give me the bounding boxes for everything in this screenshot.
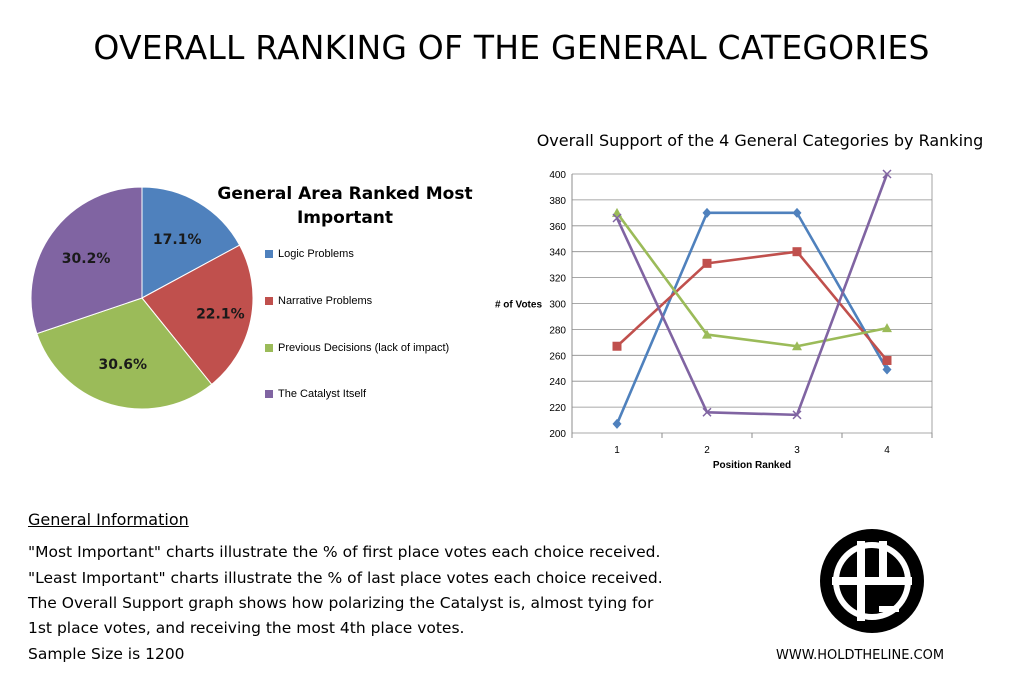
x-tick-label: 3 xyxy=(794,445,800,456)
data-point xyxy=(612,213,622,223)
y-tick-label: 260 xyxy=(549,351,566,362)
hold-the-line-logo-icon xyxy=(820,529,924,633)
legend-swatch xyxy=(265,250,273,259)
data-point xyxy=(702,407,712,417)
data-point xyxy=(882,364,892,375)
series-line xyxy=(615,212,888,348)
info-line-2: "Least Important" charts illustrate the … xyxy=(28,569,663,587)
pie-slice xyxy=(141,244,254,386)
info-heading: General Information xyxy=(28,510,189,529)
line-chart-title: Overall Support of the 4 General Categor… xyxy=(536,131,984,150)
data-point xyxy=(702,207,712,218)
pie-data-label: 30.2% xyxy=(62,251,111,267)
info-line-4: 1st place votes, and receiving the most … xyxy=(28,619,465,637)
data-point xyxy=(702,258,712,268)
y-tick-label: 320 xyxy=(549,274,566,285)
data-point xyxy=(882,169,892,179)
legend-label: Previous Decisions (lack of impact) xyxy=(278,342,450,355)
data-point xyxy=(612,418,622,429)
data-point xyxy=(792,247,802,257)
y-tick-label: 300 xyxy=(549,300,566,311)
y-tick-label: 240 xyxy=(549,377,566,388)
y-tick-label: 400 xyxy=(549,170,566,181)
series-line xyxy=(616,250,889,362)
x-tick-label: 1 xyxy=(614,445,620,456)
data-point xyxy=(792,341,802,351)
y-tick-label: 200 xyxy=(549,429,566,440)
line-chart: 200 220 240 260 280 300 320 340 360 380 400 1 2 3 4 Pos… xyxy=(495,169,933,471)
legend-swatch xyxy=(265,297,273,306)
x-tick-label: 4 xyxy=(884,445,890,456)
page-title: OVERALL RANKING OF THE GENERAL CATEGORIE… xyxy=(93,28,930,67)
data-point xyxy=(702,329,712,339)
data-point xyxy=(792,207,802,218)
legend-swatch xyxy=(265,344,273,353)
series-line xyxy=(615,211,889,425)
pie-data-label: 22.1% xyxy=(196,307,245,323)
legend-item: Logic Problems xyxy=(265,248,354,260)
pie-data-label: 17.1% xyxy=(153,232,202,248)
info-line-1: "Most Important" charts illustrate the %… xyxy=(28,543,661,561)
legend-label: Logic Problems xyxy=(278,248,354,261)
data-point xyxy=(612,341,622,351)
y-tick-label: 220 xyxy=(549,403,566,414)
series-line xyxy=(615,173,889,417)
legend-swatch xyxy=(265,390,273,399)
pie-chart-title: General Area Ranked Most Important xyxy=(217,184,473,228)
info-line-5: Sample Size is 1200 xyxy=(28,645,185,663)
pie-slice xyxy=(30,186,143,335)
x-tick-label: 2 xyxy=(704,445,710,456)
x-axis-label: Position Ranked xyxy=(713,460,791,471)
y-tick-label: 340 xyxy=(549,248,566,259)
legend-label: Narrative Problems xyxy=(278,295,373,308)
pie-data-label: 30.6% xyxy=(99,357,148,373)
y-tick-label: 280 xyxy=(549,325,566,336)
pie-chart: 17.1% 22.1% 30.6% 30.2% xyxy=(30,186,254,410)
legend-item: The Catalyst Itself xyxy=(265,388,366,400)
legend-label: The Catalyst Itself xyxy=(278,388,367,401)
data-point xyxy=(792,410,802,420)
y-tick-label: 360 xyxy=(549,222,566,233)
y-axis-label: # of Votes xyxy=(495,300,542,311)
data-point xyxy=(882,355,892,365)
y-tick-label: 380 xyxy=(549,196,566,207)
website-url: WWW.HOLDTHELINE.COM xyxy=(776,648,945,663)
info-line-3: The Overall Support graph shows how pola… xyxy=(28,594,654,612)
data-point xyxy=(882,323,892,333)
pie-slice xyxy=(36,297,213,410)
pie-slice xyxy=(141,186,241,299)
legend-item: Previous Decisions (lack of impact) xyxy=(265,342,449,354)
legend-item: Narrative Problems xyxy=(265,295,372,307)
